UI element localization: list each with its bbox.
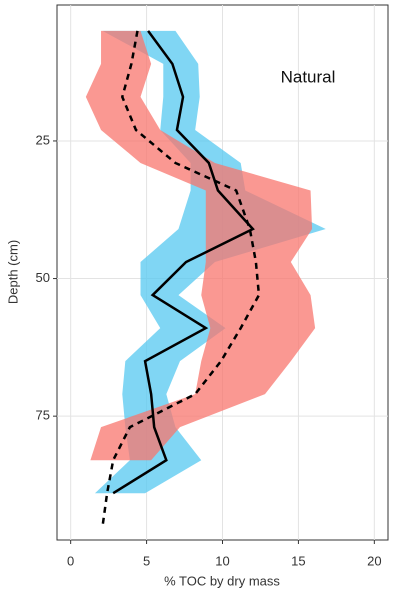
- y-tick-label: 25: [36, 132, 50, 147]
- profile-line: [112, 30, 255, 495]
- y-tick-label: 75: [36, 408, 50, 423]
- legend-text: Natural: [281, 67, 336, 86]
- x-tick-label: 5: [143, 553, 150, 568]
- x-axis-label: % TOC by dry mass: [164, 573, 280, 588]
- x-tick-label: 10: [215, 553, 229, 568]
- y-tick-label: 50: [36, 270, 50, 285]
- x-tick-label: 20: [367, 553, 381, 568]
- y-axis-label: Depth (cm): [5, 240, 20, 304]
- uncertainty-band: [85, 30, 316, 461]
- profile-line: [101, 30, 261, 527]
- x-tick-label: 15: [291, 553, 305, 568]
- x-tick-label: 0: [67, 553, 74, 568]
